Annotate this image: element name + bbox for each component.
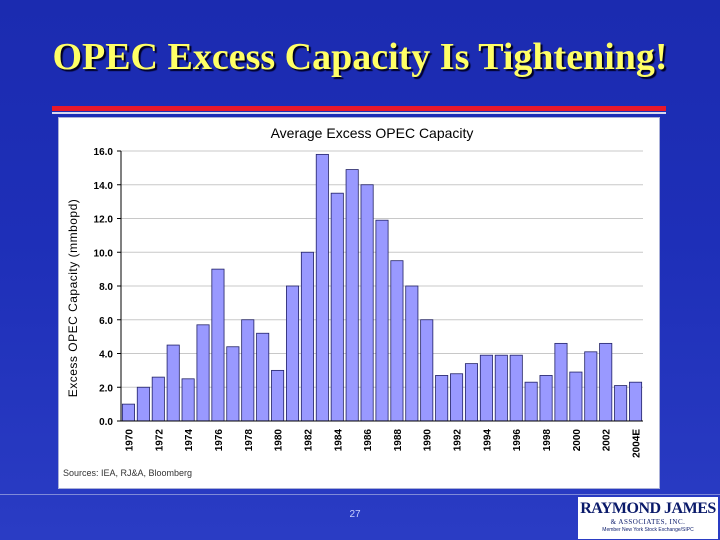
bar [360,184,374,422]
x-tick-label: 1990 [423,429,434,452]
bar [629,381,643,422]
bar [271,369,285,422]
slide-title: OPEC Excess Capacity Is Tightening! [52,36,668,78]
bar [375,219,389,422]
bar [151,376,165,422]
bar [300,251,314,422]
source-note: Sources: IEA, RJ&A, Bloomberg [63,468,192,478]
bar [554,342,568,422]
bar [539,375,553,422]
x-tick-label: 1986 [363,429,374,452]
raymond-james-logo: RAYMOND JAMES & ASSOCIATES, INC. Member … [578,497,718,539]
x-tick-label: 1998 [542,429,553,452]
chart-panel: 0.0 2.0 4.0 6.0 8.0 10.0 12.0 14.0 16.0 1970 1972 1… [58,117,660,489]
bar [569,371,583,422]
x-tick-label: 1992 [453,429,464,452]
chart-title: Average Excess OPEC Capacity [271,125,474,141]
logo-name: RAYMOND JAMES [580,500,716,517]
bar [599,342,613,422]
bar [450,373,464,422]
x-tick-label: 1976 [214,429,225,452]
logo-subtitle: & ASSOCIATES, INC. [610,518,686,526]
x-tick-label: 1982 [303,429,314,452]
logo-tagline: Member New York Stock Exchange/SIPC [602,527,694,533]
bar [345,169,359,422]
y-axis-label: Excess OPEC Capacity (mmbopd) [66,199,80,398]
bar [181,378,195,422]
x-tick-label: 1996 [512,429,523,452]
x-tick-label: 1988 [393,429,404,452]
y-tick-label: 16.0 [94,147,114,158]
bar [196,324,210,422]
bar [211,268,225,422]
bars [121,153,643,422]
bar [405,285,419,422]
y-tick-label: 0.0 [99,417,113,428]
y-tick-label: 14.0 [94,181,114,192]
x-tick-label: 2000 [572,429,583,452]
y-tick-label: 6.0 [99,316,113,327]
footer-divider [0,494,720,495]
page-number: 27 [349,509,361,520]
x-tick-label: 2002 [602,429,613,452]
x-tick-label: 1980 [274,429,285,452]
y-tick-label: 4.0 [99,350,113,361]
bar [524,381,538,422]
y-tick-label: 12.0 [94,215,114,226]
bar-chart: 0.0 2.0 4.0 6.0 8.0 10.0 12.0 14.0 16.0 1970 1972 1… [63,125,643,478]
title-underline-red [52,106,666,111]
bar [330,192,344,422]
bar [390,260,404,422]
bar [241,319,255,422]
y-tick-label: 10.0 [94,248,114,259]
title-underline-white [52,112,666,114]
x-tick-label: 2004E [632,429,643,458]
x-tick-label: 1970 [124,429,135,452]
x-tick-label: 1972 [154,429,165,452]
bar [285,285,300,422]
bar [256,332,270,422]
y-tick-label: 2.0 [99,383,113,394]
y-tick-label: 8.0 [99,282,113,293]
bar [479,354,493,422]
x-tick-label: 1978 [244,429,255,452]
bar [614,385,628,422]
chart-text: 0.0 2.0 4.0 6.0 8.0 10.0 12.0 14.0 16.0 1970 1972 1… [63,125,643,478]
x-tick-label: 1984 [333,429,344,452]
bar [494,354,508,422]
bar [136,386,150,422]
x-tick-label: 1994 [482,429,493,452]
bar [226,346,240,422]
axes [117,150,643,422]
bar [464,363,479,422]
bar [315,153,329,422]
bar [420,319,434,422]
x-tick-label: 1974 [184,429,195,452]
bar [121,403,135,422]
bar [584,351,598,422]
bar [435,375,449,422]
bar [509,354,523,422]
bar [166,344,180,422]
